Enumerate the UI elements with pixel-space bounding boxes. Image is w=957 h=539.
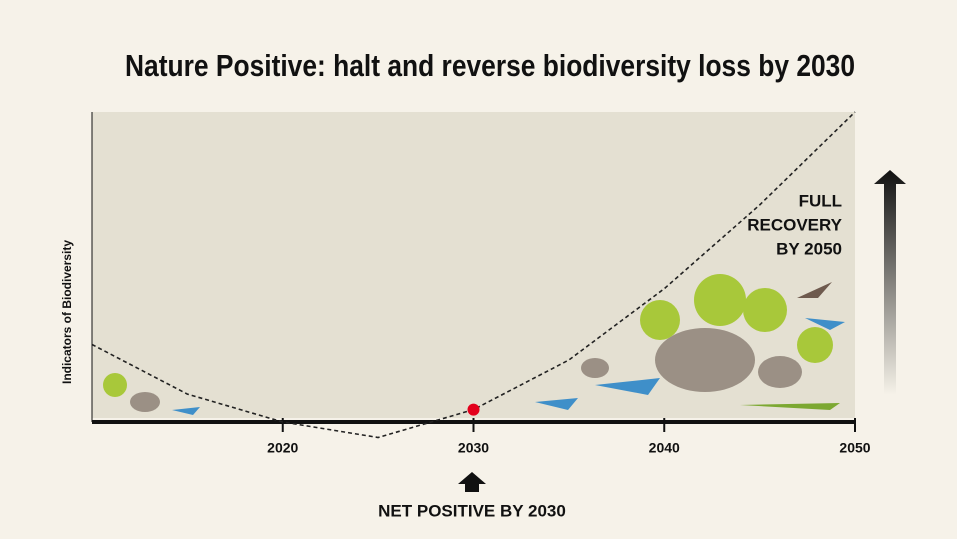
recovery-annotation: RECOVERY xyxy=(747,215,842,234)
chart-title: Nature Positive: halt and reverse biodiv… xyxy=(125,48,855,83)
x-tick-label: 2040 xyxy=(649,440,680,456)
net-positive-annotation: NET POSITIVE BY 2030 xyxy=(378,501,566,520)
recovery-arrow xyxy=(874,170,906,395)
highlight-point xyxy=(467,403,480,416)
x-tick-label: 2020 xyxy=(267,440,298,456)
y-axis-label: Indicators of Biodiversity xyxy=(60,240,74,384)
wildlife-decoration xyxy=(103,274,845,415)
net-positive-arrow xyxy=(458,472,486,492)
x-tick-label: 2050 xyxy=(839,440,870,456)
recovery-annotation: FULL xyxy=(799,191,842,210)
recovery-annotation: BY 2050 xyxy=(776,239,842,258)
x-tick-label: 2030 xyxy=(458,440,489,456)
